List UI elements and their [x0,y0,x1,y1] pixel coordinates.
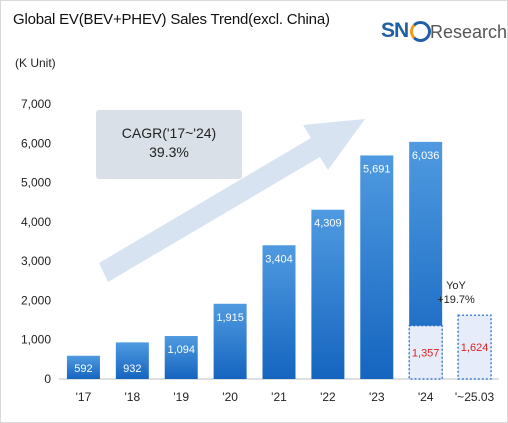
bar [262,245,296,379]
x-tick-label: '22 [320,390,336,404]
partial-bar [457,314,492,380]
partial-bar-data-label: 1,624 [461,342,489,354]
y-tick-label: 5,000 [21,176,51,190]
y-tick-label: 4,000 [21,215,51,229]
partial-bar [408,325,443,380]
x-tick-label: '~25.03 [455,390,495,404]
cagr-box [96,110,242,179]
bar [115,342,149,379]
trend-arrow [99,119,365,282]
y-tick-label: 6,000 [21,136,51,150]
bar [164,336,198,379]
yoy-value: +19.7% [437,294,475,306]
bar-data-label: 1,915 [216,312,244,324]
x-tick-label: '17 [76,390,92,404]
partial-bar-data-label: 1,357 [412,347,440,359]
bar [311,209,345,379]
bar-data-label: 5,691 [363,163,391,175]
chart-title: Global EV(BEV+PHEV) Sales Trend(excl. Ch… [13,11,330,28]
cagr-label: CAGR('17~'24) [122,125,216,141]
bar-data-label: 1,094 [167,344,195,356]
logo-ring-icon [410,21,431,42]
cagr-value: 39.3% [149,144,189,160]
bar [213,303,247,379]
y-tick-label: 2,000 [21,293,51,307]
bar [66,355,100,379]
x-tick-label: '21 [271,390,287,404]
yoy-label: YoY [446,280,466,292]
y-axis-unit: (K Unit) [15,56,56,70]
x-tick-label: '24 [418,390,434,404]
bar-data-label: 4,309 [314,218,342,230]
bar-data-label: 592 [74,363,92,375]
bar-data-label: 3,404 [265,253,293,265]
bar-data-label: 932 [123,363,141,375]
x-tick-label: '18 [125,390,141,404]
x-tick-label: '19 [173,390,189,404]
y-tick-label: 3,000 [21,254,51,268]
y-tick-label: 0 [44,372,51,386]
y-tick-label: 7,000 [21,97,51,111]
bar [360,155,394,379]
logo-sne-text: SN [381,19,409,42]
sne-research-logo: SN Research [381,19,507,47]
cagr-annotation: CAGR('17~'24) 39.3% [96,110,242,179]
bar-data-label: 6,036 [412,150,440,162]
logo-research-text: Research [430,22,508,42]
x-tick-label: '23 [369,390,385,404]
y-tick-label: 1,000 [21,333,51,347]
x-tick-label: '20 [222,390,238,404]
